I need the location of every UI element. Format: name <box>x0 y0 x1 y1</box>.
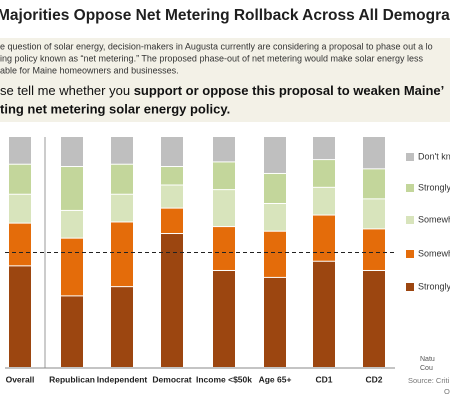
bar-segment <box>313 160 335 187</box>
question-line: ting net metering solar energy policy. <box>0 101 230 116</box>
legend-label: Somewha <box>418 248 450 258</box>
bar-segment <box>111 287 133 367</box>
bar-segment <box>264 277 286 367</box>
x-tick-label: Age 65+ <box>259 374 292 384</box>
bar-segment <box>213 162 235 190</box>
x-tick-label: Overall <box>6 374 35 384</box>
logo-text: Natu <box>420 356 435 363</box>
question-line: se tell me whether you support or oppose… <box>0 83 444 98</box>
bar-segment <box>264 203 286 231</box>
bar-segment <box>363 169 385 199</box>
legend-swatch <box>406 250 414 258</box>
intro-line: ing policy known as “net metering.” The … <box>0 53 424 63</box>
bar-segment <box>363 199 385 229</box>
bar-segment <box>264 137 286 173</box>
bar-segment <box>9 223 31 266</box>
legend-label: Don't kno <box>418 151 450 161</box>
legend-swatch <box>406 184 414 192</box>
legend-swatch <box>406 283 414 291</box>
bar-segment <box>161 137 183 167</box>
intro-line: e question of solar energy, decision-mak… <box>0 41 433 51</box>
bar-segment <box>264 173 286 203</box>
question-part: se tell me whether you <box>0 83 134 98</box>
bar-segment <box>213 270 235 367</box>
bar-segment <box>111 194 133 222</box>
x-tick-label: CD1 <box>315 374 332 384</box>
bar-segment <box>9 266 31 367</box>
question-part: support or oppose this proposal to weake… <box>134 83 445 98</box>
bar-segment <box>161 208 183 234</box>
bar-segment <box>61 238 83 296</box>
bar-segment <box>313 261 335 367</box>
bar-segment <box>9 137 31 164</box>
bar-segment <box>9 194 31 223</box>
bar-segment <box>161 185 183 208</box>
bar-segment <box>111 222 133 287</box>
x-tick-label: Democrat <box>152 374 191 384</box>
header-band <box>0 38 450 122</box>
bar-segment <box>61 210 83 238</box>
source-text: O <box>444 387 450 396</box>
chart-title: Majorities Oppose Net Metering Rollback … <box>0 7 450 24</box>
bar-segment <box>213 137 235 162</box>
legend-label: Strongly o <box>418 281 450 291</box>
bar-segment <box>264 231 286 277</box>
bar-segment <box>313 137 335 160</box>
legend-swatch <box>406 153 414 161</box>
x-tick-label: Republican <box>49 374 95 384</box>
intro-line: able for Maine homeowners and businesses… <box>0 65 179 75</box>
bar-segment <box>9 164 31 194</box>
bar-segment <box>363 229 385 270</box>
bar-segment <box>161 234 183 367</box>
bar-segment <box>61 296 83 367</box>
x-tick-label: CD2 <box>365 374 382 384</box>
source-text: Source: Criti <box>408 376 450 385</box>
legend-swatch <box>406 216 414 224</box>
bar-segment <box>213 227 235 270</box>
bar-segment <box>61 167 83 210</box>
x-tick-label: Independent <box>97 374 148 384</box>
bar-segment <box>161 167 183 185</box>
legend-label: Strongly s <box>418 182 450 192</box>
bar-segment <box>363 137 385 169</box>
legend-label: Somewha <box>418 214 450 224</box>
bar-segment <box>313 187 335 215</box>
bar-segment <box>61 137 83 167</box>
bar-segment <box>363 270 385 367</box>
bar-segment <box>213 190 235 227</box>
logo-text: Cou <box>420 365 433 372</box>
x-tick-label: Income <$50k <box>196 374 252 384</box>
bar-segment <box>111 164 133 194</box>
bar-segment <box>313 215 335 261</box>
bar-segment <box>111 137 133 164</box>
